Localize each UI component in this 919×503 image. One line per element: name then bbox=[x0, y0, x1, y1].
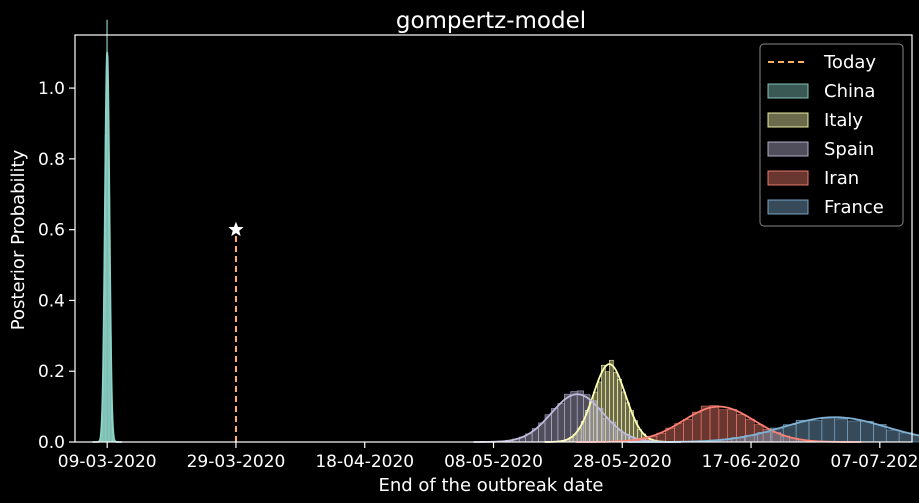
y-tick-label: 0.4 bbox=[38, 291, 65, 311]
legend-label-spain: Spain bbox=[824, 139, 874, 160]
y-tick-label: 1.0 bbox=[38, 79, 65, 99]
kde-curve-spain bbox=[473, 393, 681, 443]
histogram-bar bbox=[602, 417, 610, 443]
legend-label-china: China bbox=[824, 81, 875, 102]
legend-label-france: France bbox=[824, 197, 884, 218]
histogram-bar bbox=[576, 390, 584, 443]
legend-swatch-italy bbox=[767, 112, 809, 128]
legend-swatch-china bbox=[767, 83, 809, 99]
x-axis-label: End of the outbreak date bbox=[378, 475, 603, 496]
histogram-bar bbox=[709, 405, 720, 443]
legend-swatch-iran bbox=[767, 170, 809, 186]
x-tick-label: 29-03-2020 bbox=[187, 452, 286, 472]
histogram-bar bbox=[589, 400, 597, 443]
histogram-bar bbox=[551, 408, 559, 443]
histogram-bar bbox=[860, 420, 874, 443]
chart-title: gompertz-model bbox=[396, 8, 586, 34]
y-tick-label: 0.0 bbox=[38, 433, 65, 453]
histogram-bar bbox=[557, 403, 565, 443]
x-tick-label: 07-07-2020 bbox=[830, 452, 919, 472]
legend-swatch-spain bbox=[767, 141, 809, 157]
x-tick-label: 18-04-2020 bbox=[315, 452, 414, 472]
histogram-bar bbox=[674, 423, 684, 443]
y-axis-label: Posterior Probability bbox=[8, 149, 29, 330]
y-tick-label: 0.6 bbox=[38, 221, 65, 241]
x-tick-label: 28-05-2020 bbox=[573, 452, 672, 472]
x-tick-label: 17-06-2020 bbox=[702, 452, 801, 472]
legend-label-italy: Italy bbox=[824, 110, 863, 131]
series-iran bbox=[612, 405, 826, 443]
histogram-bar bbox=[808, 420, 823, 443]
x-axis: 09-03-2020 29-03-2020 18-04-2020 08-05-2020… bbox=[58, 442, 919, 472]
y-tick-label: 0.8 bbox=[38, 150, 65, 170]
histogram-bar bbox=[885, 429, 900, 443]
histogram-bar bbox=[683, 419, 693, 443]
today-layer bbox=[228, 221, 244, 442]
legend: Today China Italy Spain Iran France bbox=[759, 43, 904, 227]
today-star-marker bbox=[228, 221, 244, 237]
y-axis: 0.0 0.2 0.4 0.6 0.8 1.0 bbox=[38, 79, 75, 453]
kde-curve-iran bbox=[576, 405, 862, 443]
kde-curve-france bbox=[627, 416, 919, 443]
kde-curve-italy bbox=[544, 363, 675, 443]
legend-swatch-france bbox=[767, 199, 809, 215]
histogram-bar bbox=[564, 393, 572, 443]
legend-label-today: Today bbox=[823, 52, 876, 73]
histogram-bar bbox=[834, 418, 848, 443]
histogram-bar bbox=[821, 416, 836, 443]
x-tick-label: 08-05-2020 bbox=[444, 452, 543, 472]
histogram-bar bbox=[847, 420, 861, 443]
legend-frame bbox=[759, 43, 904, 227]
x-tick-label: 09-03-2020 bbox=[58, 452, 157, 472]
histogram-bar bbox=[727, 409, 737, 443]
histogram-bar bbox=[691, 411, 702, 443]
histogram-bar bbox=[700, 405, 711, 443]
y-tick-label: 0.2 bbox=[38, 362, 65, 382]
legend-label-iran: Iran bbox=[824, 168, 859, 189]
histogram-bar bbox=[718, 409, 728, 443]
histogram-bar bbox=[596, 407, 604, 443]
